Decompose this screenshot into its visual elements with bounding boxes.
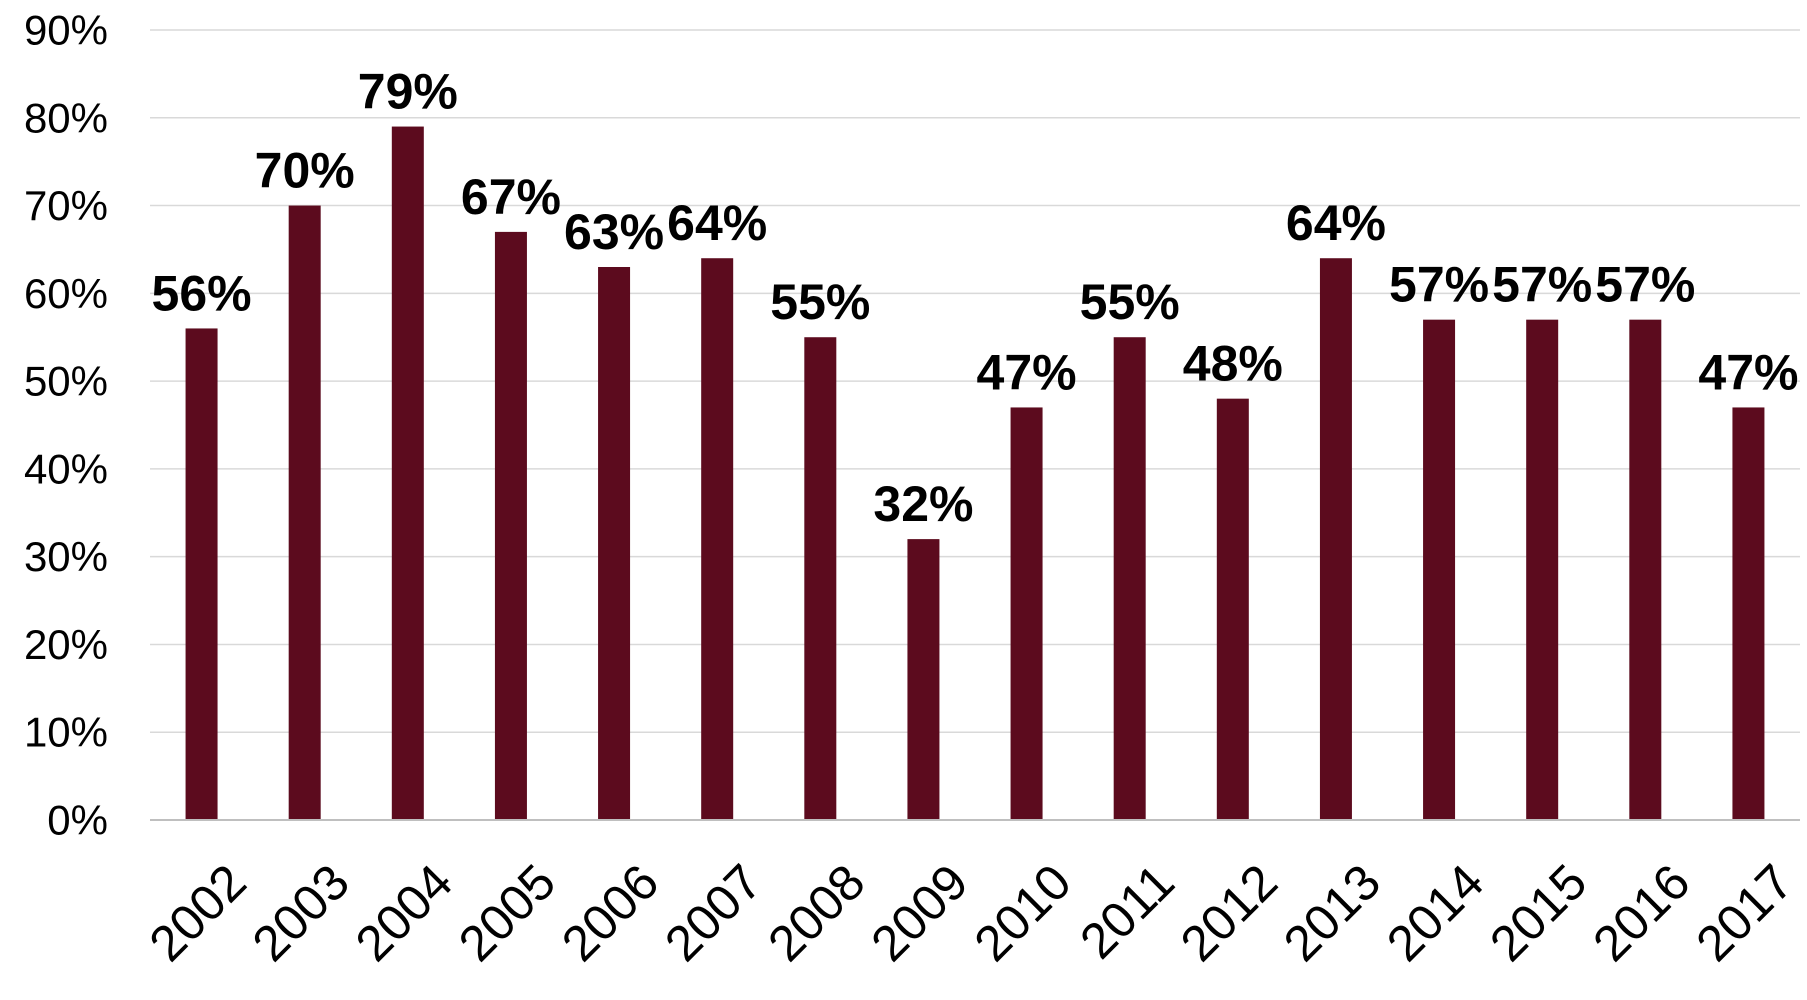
data-label-2006: 63% (564, 204, 664, 260)
y-tick-label: 50% (24, 358, 108, 405)
data-label-2010: 47% (977, 344, 1077, 400)
y-tick-label: 90% (24, 7, 108, 54)
bar-2014 (1423, 319, 1456, 820)
y-tick-label: 60% (24, 270, 108, 317)
data-label-2002: 56% (152, 265, 252, 321)
bar-2009 (907, 539, 940, 820)
y-tick-label: 0% (47, 797, 108, 844)
y-tick-label: 20% (24, 621, 108, 668)
bar-2003 (288, 205, 321, 821)
x-tick-label: 2009 (860, 854, 978, 972)
data-label-2004: 79% (358, 64, 458, 120)
bar-2008 (804, 337, 837, 820)
bar-2007 (701, 258, 734, 820)
y-tick-label: 10% (24, 709, 108, 756)
y-axis-ticks: 0% 10% 20% 30% 40% 50% 60% 70% 80% 90% (24, 7, 108, 844)
gridlines (150, 29, 1800, 733)
x-tick-label: 2013 (1273, 854, 1391, 972)
bar-2010 (1010, 407, 1043, 820)
x-tick-label: 2003 (242, 854, 360, 972)
bar-2015 (1526, 319, 1559, 820)
x-tick-label: 2015 (1479, 854, 1597, 972)
x-tick-label: 2004 (345, 854, 463, 972)
bar-2005 (494, 231, 527, 820)
data-label-2007: 64% (667, 195, 767, 251)
data-label-2014: 57% (1389, 257, 1489, 313)
x-tick-label: 2014 (1376, 854, 1494, 972)
y-tick-label: 30% (24, 533, 108, 580)
data-label-2013: 64% (1286, 195, 1386, 251)
x-axis-ticks: 2002200320042005200620072008200920102011… (139, 854, 1804, 972)
x-tick-label: 2007 (654, 854, 772, 972)
x-tick-label: 2010 (964, 854, 1082, 972)
bar-2013 (1319, 258, 1352, 820)
bar-2002 (185, 328, 218, 820)
bar-2004 (391, 126, 424, 821)
bar-2012 (1216, 398, 1249, 820)
data-label-2003: 70% (255, 143, 355, 199)
y-tick-label: 80% (24, 94, 108, 141)
x-tick-label: 2017 (1685, 854, 1803, 972)
x-tick-label: 2016 (1582, 854, 1700, 972)
y-tick-label: 40% (24, 445, 108, 492)
data-label-2009: 32% (873, 476, 973, 532)
data-labels: 56%70%79%67%63% 64%55%32%47%55%48%64%57% 5… (152, 64, 1799, 533)
bar-2006 (598, 267, 631, 820)
y-tick-label: 70% (24, 182, 108, 229)
data-label-2005: 67% (461, 169, 561, 225)
data-label-2012: 48% (1183, 336, 1283, 392)
bar-2011 (1113, 337, 1146, 820)
bar-2016 (1629, 319, 1662, 820)
x-tick-label: 2008 (757, 854, 875, 972)
bars (185, 126, 1765, 821)
data-label-2016: 57% (1595, 257, 1695, 313)
x-tick-label: 2005 (448, 854, 566, 972)
x-tick-label: 2006 (551, 854, 669, 972)
x-tick-label: 2002 (139, 854, 257, 972)
bar-2017 (1732, 407, 1765, 820)
x-tick-label: 2011 (1069, 854, 1185, 970)
data-label-2015: 57% (1492, 257, 1592, 313)
data-label-2008: 55% (770, 274, 870, 330)
x-tick-label: 2012 (1170, 854, 1288, 972)
data-label-2017: 47% (1698, 344, 1798, 400)
data-label-2011: 55% (1080, 274, 1180, 330)
